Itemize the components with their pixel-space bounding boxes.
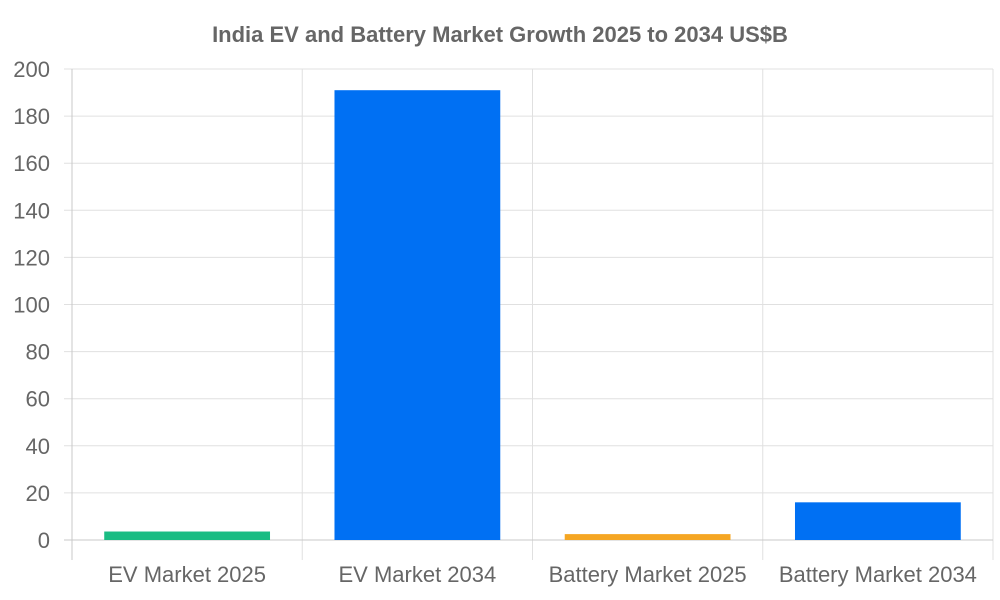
x-tick-label: EV Market 2034 [339, 562, 497, 587]
bar-battery-market-2034[interactable] [794, 502, 961, 540]
y-tick-label: 20 [26, 481, 50, 506]
y-tick-label: 40 [26, 434, 50, 459]
y-tick-label: 160 [13, 151, 50, 176]
bar-ev-market-2034[interactable] [334, 90, 501, 540]
y-tick-label: 80 [26, 340, 50, 365]
bar-battery-market-2025[interactable] [564, 534, 731, 540]
x-tick-label: Battery Market 2025 [549, 562, 747, 587]
y-tick-label: 100 [13, 293, 50, 318]
bars [104, 90, 961, 540]
y-tick-label: 0 [38, 528, 50, 553]
y-axis-tick-labels: 0 20 40 60 80 100 120 140 160 180 200 [13, 57, 50, 553]
y-tick-label: 120 [13, 245, 50, 270]
x-tick-label: Battery Market 2034 [779, 562, 977, 587]
chart-title: India EV and Battery Market Growth 2025 … [212, 22, 788, 47]
y-tick-label: 60 [26, 387, 50, 412]
y-tick-label: 180 [13, 104, 50, 129]
bar-ev-market-2025[interactable] [104, 531, 271, 540]
y-tick-label: 140 [13, 198, 50, 223]
y-tick-label: 200 [13, 57, 50, 82]
x-axis-tick-labels: EV Market 2025 EV Market 2034 Battery Mark… [108, 562, 977, 587]
grid-lines [64, 68, 994, 560]
x-tick-label: EV Market 2025 [108, 562, 266, 587]
